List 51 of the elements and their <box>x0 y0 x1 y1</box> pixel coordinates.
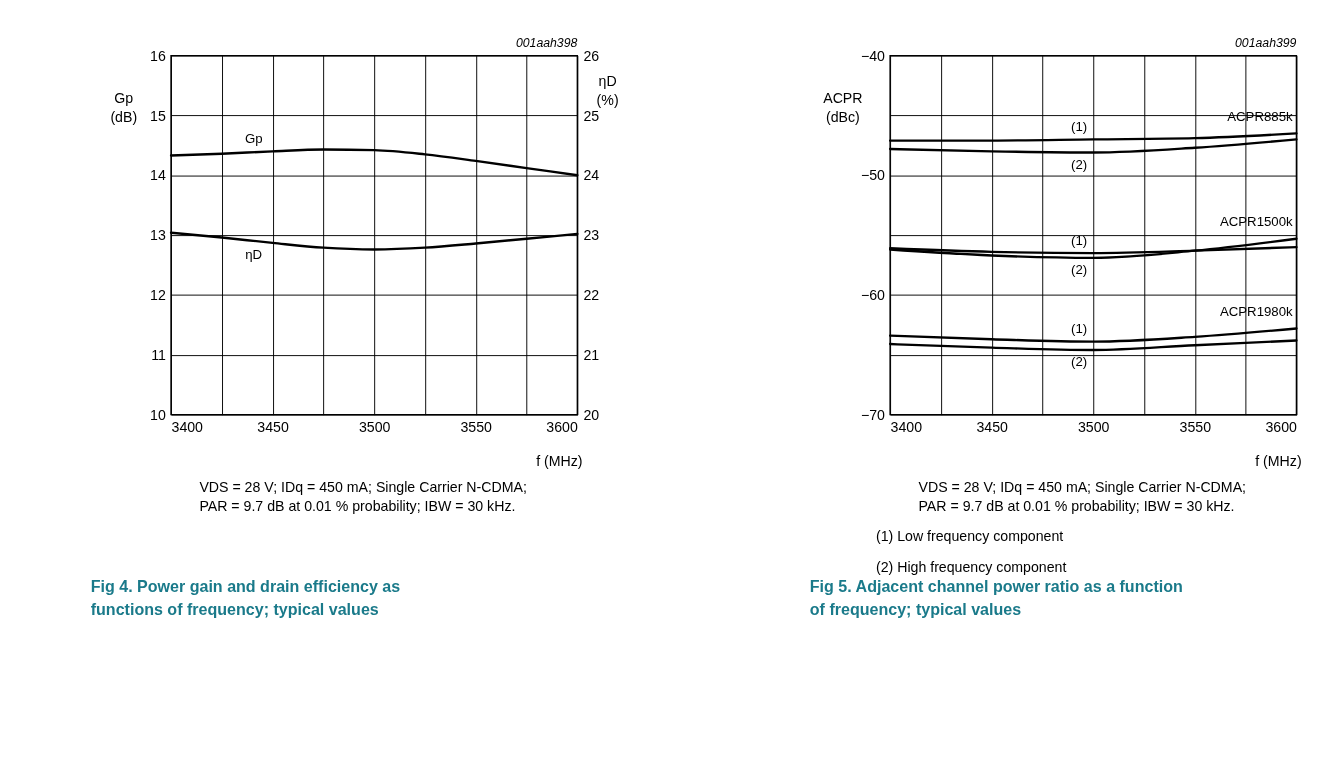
text: (2) High frequency component <box>875 558 1067 575</box>
x-tick-label: 3450 <box>257 419 289 436</box>
y2-tick-label: 23 <box>583 227 600 244</box>
y2-tick-label: 26 <box>583 47 600 64</box>
text: 001aah398 <box>515 36 578 51</box>
y-tick-label: 11 <box>151 347 166 364</box>
x-tick-label: 3600 <box>546 419 578 436</box>
series-label: (2) <box>1071 156 1088 172</box>
y2-axis-title: ηD (%) <box>596 72 619 108</box>
y2-tick-label: 21 <box>583 347 600 364</box>
y-tick-label: 12 <box>150 287 166 304</box>
text: PAR = 9.7 dB at 0.01 % probability; IBW = 30 kHz. <box>199 498 516 515</box>
y2-tick-label: 25 <box>583 107 600 124</box>
series-label: (2) <box>1071 261 1088 277</box>
series-label: (1) <box>1071 321 1088 337</box>
x-tick-label: 3500 <box>358 419 391 436</box>
y-tick-label: 16 <box>150 47 166 64</box>
text: Fig 4. Power gain and drain efficiency as functions of frequency; typical values <box>90 577 401 618</box>
x-tick-label: 3550 <box>460 419 493 436</box>
x-tick-label: 3400 <box>890 419 923 436</box>
y-axis-title: ACPR (dBc) <box>823 89 863 125</box>
series-label: ηD <box>245 246 263 262</box>
y-tick-label: 15 <box>150 107 166 124</box>
x-tick-label: 3450 <box>976 419 1009 436</box>
y2-tick-label: 24 <box>583 167 600 184</box>
series-label: (1) <box>1071 232 1088 248</box>
y2-tick-label: 22 <box>583 287 600 304</box>
y-tick-label: −60 <box>860 287 886 304</box>
x-tick-label: 3550 <box>1179 419 1212 436</box>
text: VDS = 28 V; IDq = 450 mA; Single Carrier N-CDMA; <box>918 479 1247 496</box>
y-axis-title: Gp (dB) <box>110 89 138 125</box>
y-tick-label: −70 <box>860 406 886 423</box>
x-tick-label: 3600 <box>1265 419 1298 436</box>
x-tick-label: 3400 <box>171 419 204 436</box>
y-tick-label: 10 <box>150 406 166 423</box>
x-tick-label: 3500 <box>1078 419 1110 436</box>
series-label: Gp <box>244 130 263 146</box>
text: 001aah399 <box>1235 36 1297 51</box>
series-label: (2) <box>1071 354 1088 370</box>
text: VDS = 28 V; IDq = 450 mA; Single Carrier N-CDMA; <box>199 479 527 496</box>
y-tick-label: −50 <box>860 167 886 184</box>
y-tick-label: 13 <box>150 227 166 244</box>
text: Fig 5. Adjacent channel power ratio as a function of frequency; typical values <box>809 577 1183 618</box>
y2-tick-label: 20 <box>583 406 600 423</box>
x-axis-title: f (MHz) <box>536 453 583 470</box>
x-axis-title: f (MHz) <box>1255 453 1302 470</box>
y-tick-label: 14 <box>150 167 166 184</box>
y-tick-label: −40 <box>860 47 886 64</box>
series-label: (1) <box>1071 118 1088 134</box>
text: (1) Low frequency component <box>875 528 1064 545</box>
text: PAR = 9.7 dB at 0.01 % probability; IBW = 30 kHz. <box>918 498 1235 515</box>
